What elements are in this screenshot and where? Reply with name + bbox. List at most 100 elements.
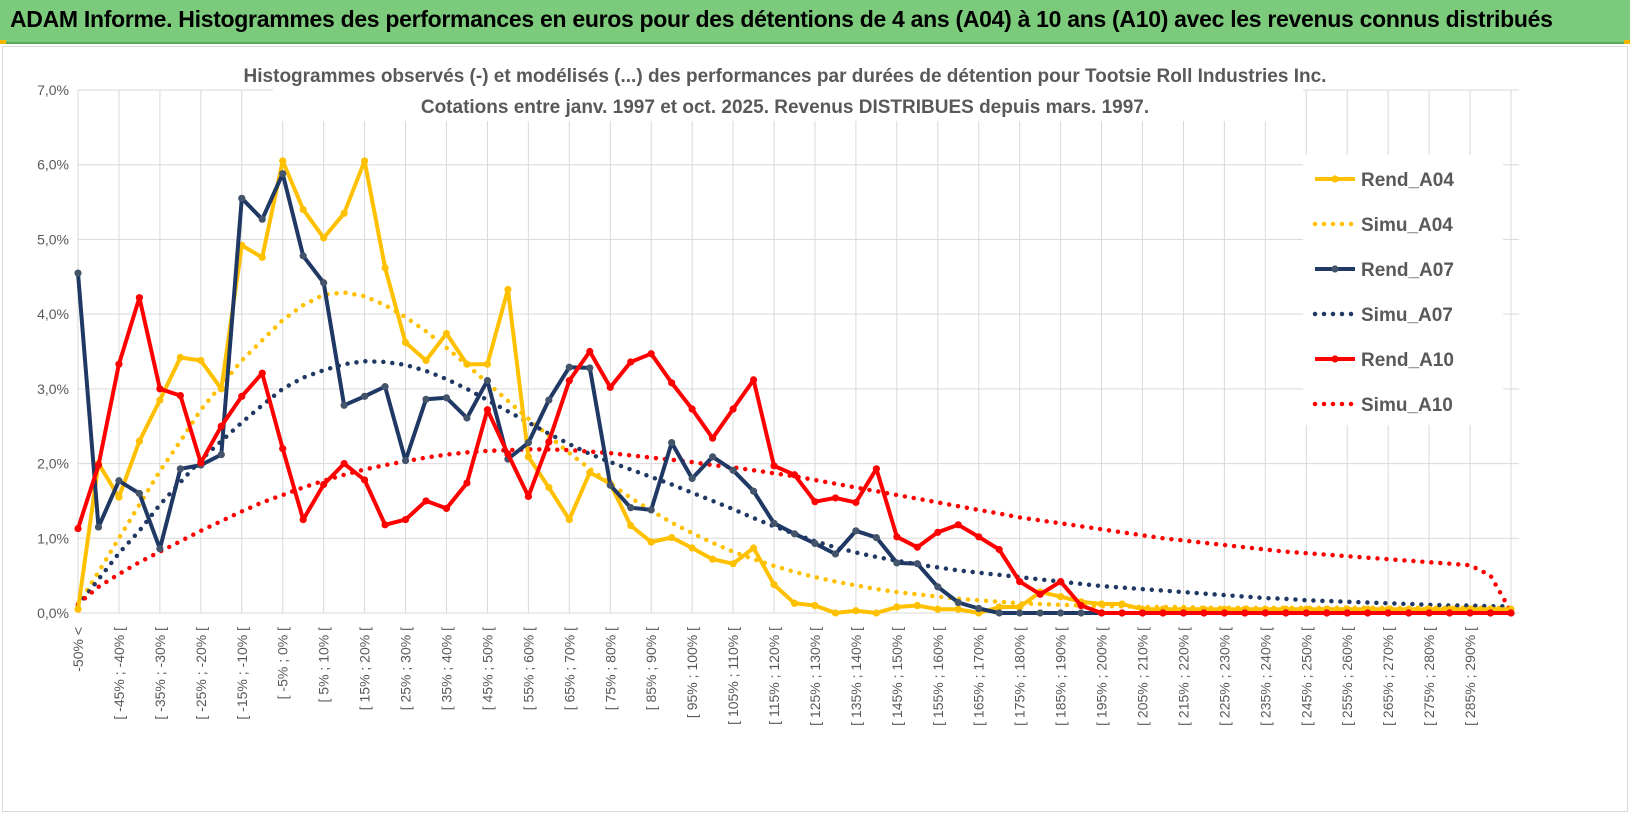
y-tick-label: 6,0% (37, 157, 69, 173)
data-point (401, 338, 410, 347)
series-line (76, 159, 1511, 615)
data-point (94, 523, 103, 531)
data-point (258, 369, 266, 377)
data-point (1077, 609, 1085, 617)
data-point (340, 401, 348, 409)
series-rend-a07 (74, 170, 1515, 617)
data-point (954, 521, 962, 529)
data-point (1036, 590, 1044, 598)
data-point (749, 544, 758, 552)
y-tick-label: 2,0% (37, 456, 69, 472)
data-point (463, 479, 471, 487)
data-point (1016, 603, 1024, 611)
x-tick-label: [ 5% ; 10% [ (316, 627, 332, 703)
data-point (893, 559, 901, 567)
data-point (483, 377, 492, 385)
data-point (729, 405, 737, 413)
data-point (299, 516, 307, 524)
data-point (688, 474, 696, 483)
data-point (709, 434, 717, 442)
data-point (1159, 609, 1167, 617)
data-point (934, 583, 942, 591)
x-tick-label: [ 95% ; 100% [ (684, 627, 700, 718)
data-point (586, 468, 594, 477)
data-point (422, 395, 430, 403)
data-point (115, 477, 123, 485)
data-point (586, 364, 594, 372)
data-point (872, 465, 880, 473)
x-tick-label: [ 135% ; 140% [ (848, 627, 864, 726)
data-point (115, 360, 123, 368)
data-point (1200, 609, 1208, 617)
data-point (872, 609, 880, 617)
legend-item: Rend_A07 (1315, 260, 1454, 281)
series-line (75, 290, 1514, 611)
data-point (156, 545, 164, 553)
data-point (442, 394, 451, 402)
series-simu-a04 (75, 290, 1514, 611)
data-point (320, 234, 328, 242)
data-point (995, 609, 1003, 617)
legend-label: Simu_A04 (1361, 215, 1453, 236)
x-tick-label: -50% < (70, 627, 86, 672)
x-tick-label: [ 165% ; 170% [ (971, 627, 987, 726)
data-point (1241, 609, 1249, 617)
data-point (893, 603, 901, 611)
data-point (197, 459, 205, 467)
legend: Rend_A04 Simu_A04 Rend_A07 Simu_A07 Rend_A10… (1303, 155, 1503, 425)
data-point (176, 465, 184, 473)
x-tick-label: [ 235% ; 240% [ (1257, 627, 1273, 726)
data-point (913, 543, 921, 551)
series-rend-a10 (74, 294, 1515, 617)
data-point (442, 504, 451, 512)
x-tick-label: [ 75% ; 80% [ (602, 627, 618, 710)
data-point (238, 392, 246, 400)
data-point (1323, 609, 1331, 617)
legend-marker (1331, 265, 1339, 273)
data-point (1138, 609, 1147, 617)
legend-item: Rend_A10 (1315, 350, 1454, 371)
data-point (1097, 600, 1106, 608)
data-point (381, 383, 389, 391)
data-point (361, 476, 369, 484)
data-point (586, 347, 594, 356)
data-point (279, 157, 287, 165)
data-point (565, 377, 573, 385)
data-point (1486, 609, 1495, 617)
data-point (258, 215, 266, 223)
data-point (361, 392, 369, 400)
data-point (1016, 609, 1024, 617)
data-point (299, 205, 307, 214)
data-point (729, 560, 737, 568)
x-tick-label: [ 175% ; 180% [ (1012, 627, 1028, 726)
data-point (811, 601, 819, 610)
legend-label: Rend_A07 (1361, 260, 1454, 281)
data-point (1118, 600, 1126, 608)
data-point (135, 437, 144, 445)
legend-item: Simu_A07 (1312, 305, 1453, 326)
x-tick-label: [ -35% ; -30% [ (152, 627, 168, 720)
data-point (74, 524, 82, 533)
data-point (1057, 592, 1065, 601)
data-point (954, 598, 962, 607)
data-point (135, 294, 144, 302)
data-point (1405, 609, 1413, 617)
legend-item: Rend_A04 (1315, 170, 1454, 191)
series-line (75, 447, 1514, 614)
x-tick-label: [ -25% ; -20% [ (193, 627, 209, 720)
data-point (1057, 578, 1065, 586)
x-axis: -50% < [ -45% ; -40% [[ -35% ; -30% [[ -2… (70, 627, 1478, 726)
x-tick-label: [ 25% ; 30% [ (398, 627, 414, 710)
data-point (565, 516, 573, 524)
data-point (238, 194, 246, 202)
x-tick-label: [ 245% ; 250% [ (1298, 627, 1314, 726)
data-point (524, 453, 532, 461)
x-tick-label: [ 115% ; 120% [ (766, 627, 782, 725)
data-point (852, 607, 860, 615)
data-point (1179, 609, 1188, 617)
data-point (1097, 609, 1106, 617)
data-point (606, 383, 614, 391)
x-tick-label: [ 85% ; 90% [ (643, 627, 659, 710)
data-point (197, 356, 205, 365)
data-point (442, 329, 451, 338)
